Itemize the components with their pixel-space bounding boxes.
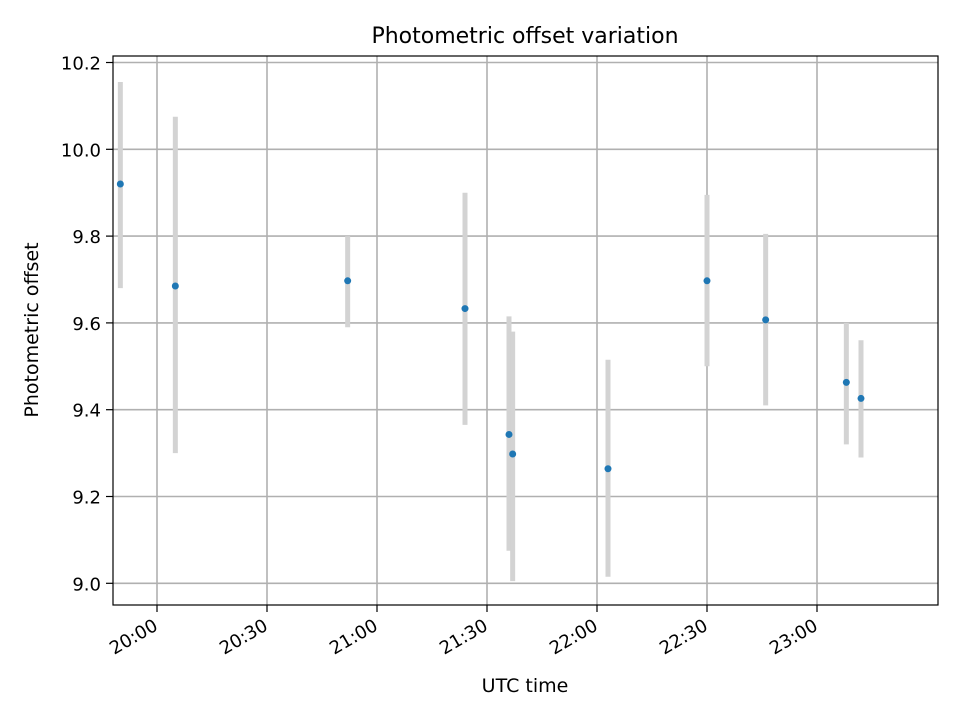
data-point xyxy=(116,180,124,188)
data-points xyxy=(116,180,865,473)
y-axis-ticks: 9.0 9.2 9.4 9.6 9.8 10.0 10.2 xyxy=(61,54,113,595)
plot-frame xyxy=(112,55,939,606)
y-tick-label: 9.6 xyxy=(72,314,101,335)
y-axis-label: Photometric offset xyxy=(21,242,43,417)
y-tick-label: 9.8 xyxy=(72,227,101,248)
data-point xyxy=(171,282,179,290)
x-axis-label: UTC time xyxy=(482,675,569,697)
data-point xyxy=(762,316,770,324)
y-tick-label: 9.4 xyxy=(72,401,101,422)
y-tick-label: 10.2 xyxy=(61,54,101,75)
y-tick-label: 9.0 xyxy=(72,574,101,595)
data-point xyxy=(509,450,517,458)
plot-area xyxy=(113,56,938,605)
chart-title: Photometric offset variation xyxy=(371,24,678,49)
data-point xyxy=(344,277,352,285)
y-tick-label: 10.0 xyxy=(61,140,101,161)
data-point xyxy=(857,394,865,402)
data-point xyxy=(703,277,711,285)
y-tick-label: 9.2 xyxy=(72,488,101,509)
data-point xyxy=(604,465,612,473)
data-point xyxy=(461,305,469,313)
data-point xyxy=(505,430,513,438)
grid-lines xyxy=(113,56,938,605)
data-point xyxy=(842,378,850,386)
